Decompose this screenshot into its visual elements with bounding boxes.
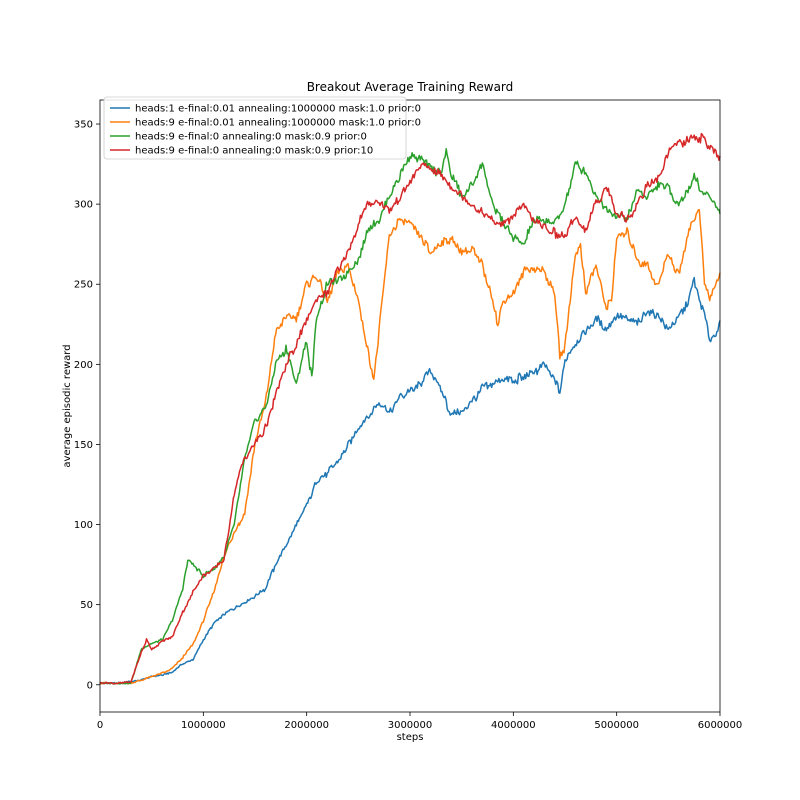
y-tick-label: 0	[87, 680, 93, 691]
y-tick-label: 150	[74, 440, 93, 451]
y-tick-label: 100	[74, 520, 93, 531]
x-tick-label: 3000000	[388, 720, 433, 731]
x-tick-label: 4000000	[491, 720, 536, 731]
series-line-1	[99, 276, 721, 685]
legend-label-1: heads:1 e-final:0.01 annealing:1000000 m…	[135, 104, 421, 115]
series-line-2	[99, 209, 721, 685]
plot-lines	[99, 132, 721, 685]
y-tick-label: 350	[74, 120, 93, 131]
x-tick-label: 5000000	[594, 720, 639, 731]
x-tick-label: 6000000	[698, 720, 743, 731]
series-line-3	[99, 148, 721, 685]
legend-label-4: heads:9 e-final:0 annealing:0 mask:0.9 p…	[135, 146, 373, 157]
y-tick-label: 50	[80, 600, 93, 611]
y-tick-label: 300	[74, 200, 93, 211]
y-axis: 0 50 100 150 200 250 300 350	[74, 120, 100, 691]
x-tick-label: 2000000	[284, 720, 329, 731]
x-tick-label: 0	[97, 720, 103, 731]
series-line-4	[99, 132, 721, 685]
legend: heads:1 e-final:0.01 annealing:1000000 m…	[103, 96, 421, 160]
y-tick-label: 200	[74, 360, 93, 371]
x-tick-label: 1000000	[181, 720, 226, 731]
legend-box	[103, 96, 407, 160]
y-tick-label: 250	[74, 280, 93, 291]
legend-label-3: heads:9 e-final:0 annealing:0 mask:0.9 p…	[135, 132, 367, 143]
x-axis-label: steps	[397, 732, 424, 743]
chart-title: Breakout Average Training Reward	[307, 80, 514, 94]
legend-label-2: heads:9 e-final:0.01 annealing:1000000 m…	[135, 118, 421, 129]
y-axis-label: average episodic reward	[62, 344, 73, 467]
x-axis: 0 1000000 2000000 3000000 4000000 5000000 6000…	[97, 712, 742, 731]
